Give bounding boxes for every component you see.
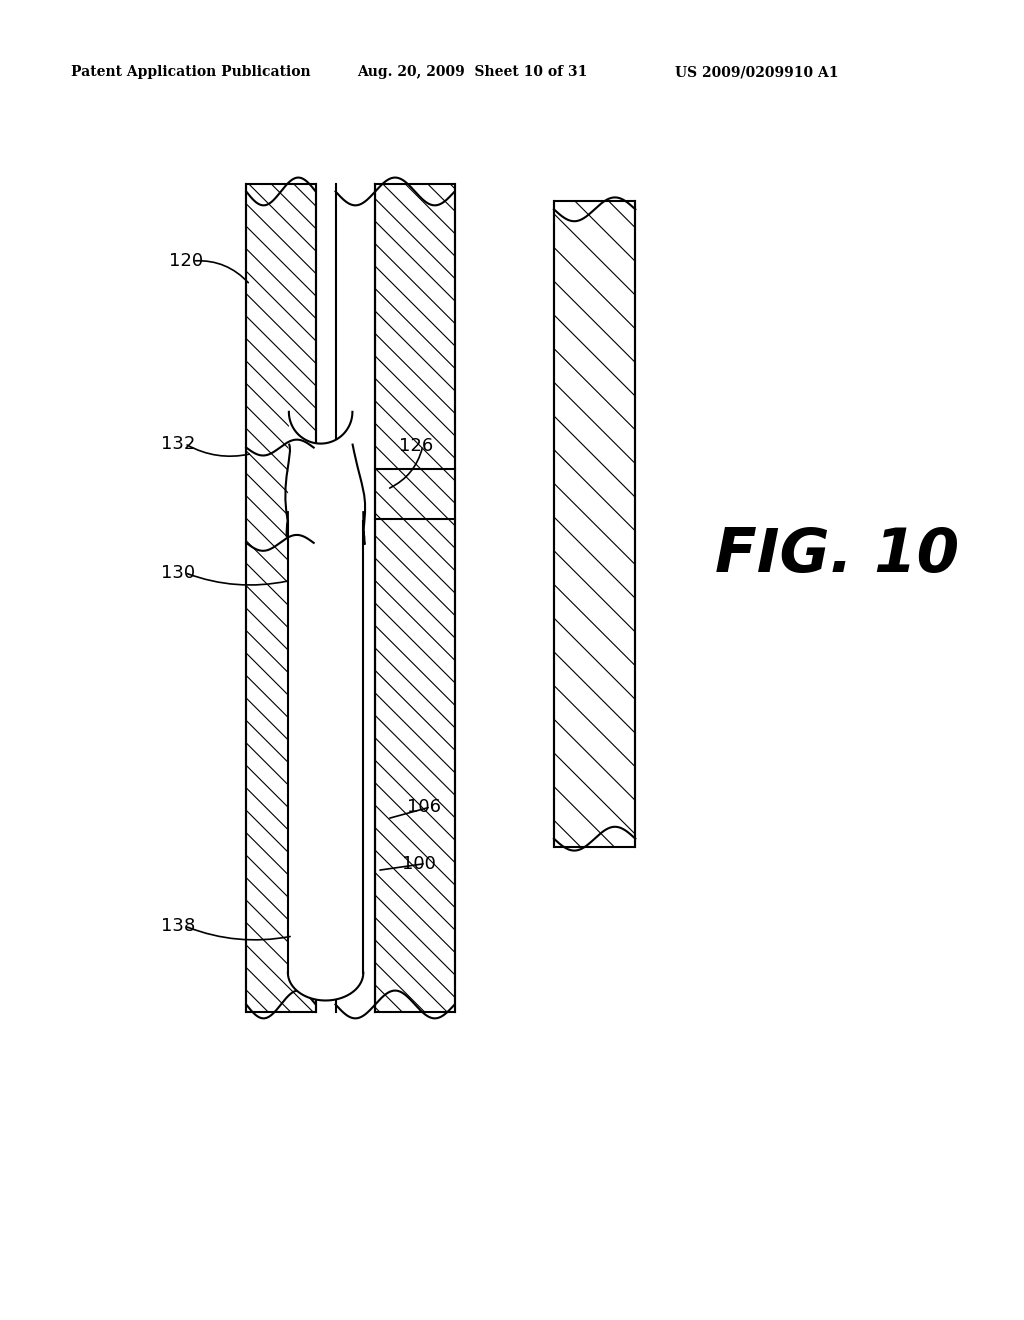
Text: 120: 120 [169, 252, 203, 269]
Bar [246, 183, 315, 1012]
Text: 100: 100 [402, 854, 436, 873]
Bar [554, 202, 635, 846]
Text: 130: 130 [161, 564, 195, 582]
Text: 106: 106 [407, 797, 441, 816]
Text: 138: 138 [161, 917, 195, 935]
Polygon shape [288, 973, 364, 1001]
Text: Patent Application Publication: Patent Application Publication [72, 65, 311, 79]
Polygon shape [288, 412, 364, 561]
Bar [288, 511, 364, 973]
Bar [336, 183, 375, 1012]
Text: 126: 126 [399, 437, 433, 454]
Text: US 2009/0209910 A1: US 2009/0209910 A1 [675, 65, 839, 79]
Text: FIG. 10: FIG. 10 [715, 527, 958, 585]
Bar [375, 183, 455, 1012]
Text: 132: 132 [161, 434, 196, 453]
Text: Aug. 20, 2009  Sheet 10 of 31: Aug. 20, 2009 Sheet 10 of 31 [357, 65, 588, 79]
